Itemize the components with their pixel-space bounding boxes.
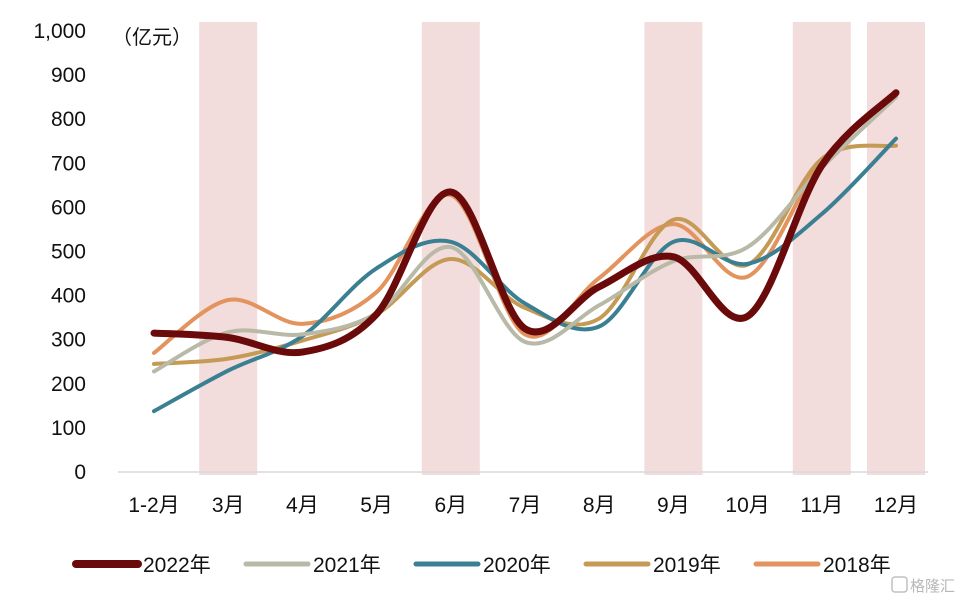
- y-tick-label: 600: [51, 196, 86, 219]
- watermark-text: 格隆汇: [910, 577, 955, 595]
- legend-label: 2022年: [143, 554, 211, 577]
- x-tick-label: 10月: [725, 494, 769, 517]
- x-tick-label: 7月: [509, 494, 542, 517]
- watermark: 格隆汇: [891, 576, 955, 595]
- y-unit-label: （亿元）: [112, 25, 192, 49]
- legend-label: 2019年: [653, 554, 721, 577]
- legend-label: 2021年: [313, 554, 381, 577]
- series-line-2022: [150, 89, 900, 357]
- x-tick-label: 11月: [800, 494, 843, 517]
- x-tick-label: 8月: [583, 494, 616, 517]
- x-tick-label: 9月: [657, 494, 690, 517]
- y-tick-label: 800: [51, 108, 86, 131]
- y-tick-label: 400: [51, 285, 86, 308]
- x-tick-label: 4月: [286, 494, 319, 517]
- y-tick-label: 500: [51, 241, 86, 264]
- y-tick-label: 300: [51, 329, 86, 352]
- y-tick-label: 700: [51, 152, 86, 175]
- series-line-2018: [152, 90, 898, 355]
- x-tick-label: 3月: [212, 494, 245, 517]
- legend-label: 2018年: [823, 554, 891, 577]
- highlight-band: [792, 22, 851, 475]
- watermark-logo-icon: [891, 576, 908, 593]
- x-tick-label: 5月: [360, 494, 393, 517]
- x-tick-label: 1-2月: [128, 494, 179, 517]
- series-line-2020: [152, 136, 898, 414]
- y-tick-label: 200: [51, 373, 86, 396]
- series-line-2021: [152, 95, 898, 374]
- x-tick-label: 12月: [874, 494, 918, 517]
- y-axis: 0 100 200 300 400 500 600 700 800 900 1,000: [33, 20, 86, 484]
- x-axis: 1-2月 3月 4月 5月 6月 7月 8月 9月 10月 11月 12月: [128, 494, 918, 517]
- y-tick-label: 0: [74, 461, 86, 484]
- legend: 2022年 2021年 2020年 2019年 2018年: [72, 554, 891, 577]
- x-tick-label: 6月: [434, 494, 467, 517]
- y-tick-label: 100: [51, 417, 86, 440]
- legend-label: 2020年: [483, 554, 551, 577]
- highlight-bands: [199, 22, 925, 475]
- y-tick-label: 1,000: [33, 20, 86, 43]
- y-tick-label: 900: [51, 64, 86, 87]
- highlight-band: [644, 22, 703, 475]
- series-lines: [150, 89, 900, 414]
- highlight-band: [199, 22, 258, 475]
